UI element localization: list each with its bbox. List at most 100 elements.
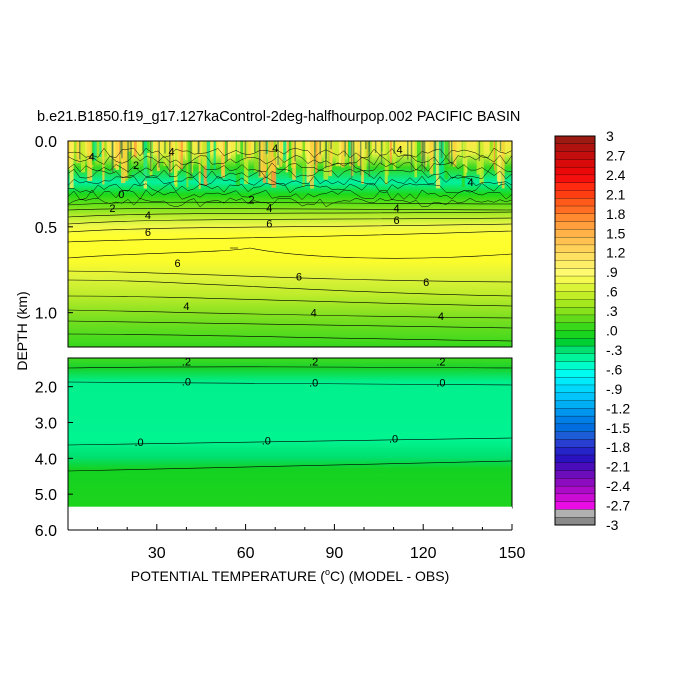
colorbar-swatch <box>554 221 596 230</box>
x-axis-label: POTENTIAL TEMPERATURE (oC) (MODEL - OBS) <box>131 567 450 584</box>
colorbar-swatch <box>554 470 596 479</box>
contour-line <box>68 208 512 211</box>
contour-line <box>68 175 512 187</box>
contour-line <box>68 366 512 369</box>
surface-texture-dark-streak <box>422 141 424 162</box>
surface-texture-streak <box>102 141 105 185</box>
surface-texture-streak <box>113 141 119 169</box>
colorbar-swatch <box>554 501 596 510</box>
surface-texture-streak <box>453 141 457 167</box>
y-tick-label: 2.0 <box>35 380 57 397</box>
colorbar-swatch <box>554 330 596 339</box>
surface-texture-streak <box>186 141 189 188</box>
surface-texture-streak <box>180 141 183 169</box>
contour-line <box>68 230 512 243</box>
surface-texture-streak <box>121 141 126 184</box>
surface-texture-dark-streak <box>365 141 367 150</box>
contour-label: 2 <box>109 203 115 215</box>
surface-texture-streak <box>341 141 345 168</box>
contour-line <box>68 201 512 206</box>
contour-line <box>68 189 512 201</box>
surface-texture-dark-streak <box>244 141 247 158</box>
surface-texture-streak <box>156 141 160 172</box>
colorbar-swatch <box>554 384 596 394</box>
surface-texture-streak <box>163 141 168 166</box>
colorbar-label: 2.4 <box>606 167 626 183</box>
surface-texture-streak <box>328 141 332 177</box>
contour-line <box>68 223 512 233</box>
colorbar-label: .3 <box>606 303 618 319</box>
surface-texture-dark-streak <box>393 141 395 154</box>
surface-texture-streak <box>244 141 249 185</box>
colorbar-swatch <box>554 307 596 316</box>
surface-texture-streak <box>174 141 178 188</box>
colorbar-swatch <box>554 135 596 145</box>
colorbar-swatch <box>554 143 596 153</box>
contour-label: 4 <box>89 151 95 163</box>
surface-texture-streak <box>118 141 121 164</box>
surface-texture-streak <box>264 141 267 172</box>
contour-line <box>68 309 512 319</box>
surface-texture-streak <box>357 141 362 166</box>
x-axis: 30 60 90 120 150 POTENTIAL TEMPERATURE (oC) … <box>68 524 525 584</box>
colorbar-swatch <box>554 260 596 269</box>
surface-texture-streak <box>345 141 349 155</box>
surface-texture-streak <box>213 141 216 171</box>
y-axis: 0.0 0.5 1.0 2.0 3.0 4.0 5.0 6.0 DEPTH (km) <box>14 134 73 540</box>
colorbar-label: -1.8 <box>606 439 630 455</box>
contour-label: 4 <box>311 308 317 320</box>
colorbar-swatch <box>554 478 596 487</box>
contour-line <box>68 168 512 180</box>
colorbar: 3 2.7 2.4 2.1 1.8 1.5 1.2 .9 .6 .3 .0 -.3 -.6 -.9 -1.2… <box>554 128 630 533</box>
surface-texture-streak <box>283 141 287 161</box>
colorbar-label: 1.8 <box>606 206 626 222</box>
colorbar-swatch <box>554 493 596 503</box>
surface-texture-streak <box>310 141 314 189</box>
surface-texture-streak <box>198 141 201 189</box>
contour-label: .2 <box>309 357 318 369</box>
x-tick-label: 120 <box>410 545 437 562</box>
x-axis-label-suffix: C) (MODEL - OBS) <box>330 568 449 584</box>
surface-texture-dark-streak <box>410 141 413 172</box>
surface-texture-streak <box>438 141 443 180</box>
surface-texture-dark-streak <box>314 141 316 165</box>
contour-line <box>68 211 512 218</box>
surface-texture-streak <box>444 141 449 180</box>
surface-texture-streak <box>143 141 148 182</box>
surface-texture-streak <box>175 141 180 171</box>
y-tick-label: 3.0 <box>35 416 57 433</box>
colorbar-swatch <box>554 213 596 223</box>
contour-label: 6 <box>266 218 272 230</box>
colorbar-swatch <box>554 244 596 254</box>
colorbar-label: 2.7 <box>606 147 626 163</box>
colorbar-swatch <box>554 431 596 440</box>
surface-texture-dark-streak <box>265 141 268 155</box>
surface-texture-streak <box>74 141 77 161</box>
surface-texture-dark-streak <box>450 141 453 167</box>
colorbar-swatch <box>554 299 596 308</box>
surface-texture-streak <box>270 141 276 172</box>
contour-line <box>68 217 512 225</box>
surface-texture-streak <box>489 141 493 152</box>
colorbar-swatch <box>554 447 596 456</box>
colorbar-swatch <box>554 517 596 526</box>
contour-label: .0 <box>389 434 398 446</box>
colorbar-swatch <box>554 400 596 409</box>
colorbar-label: .9 <box>606 264 618 280</box>
colorbar-swatch <box>554 166 596 176</box>
surface-texture-dark-streak <box>407 141 409 160</box>
contour-label: .0 <box>182 376 191 388</box>
surface-texture-dark-streak <box>359 141 362 176</box>
y-tick-label: 0.0 <box>35 134 57 151</box>
surface-texture-dark-streak <box>440 141 443 158</box>
surface-texture-dark-streak <box>226 141 228 162</box>
surface-texture-streak <box>429 141 434 175</box>
surface-texture-dark-streak <box>294 141 296 162</box>
surface-texture-dark-streak <box>277 141 279 166</box>
colorbar-swatch <box>554 345 596 355</box>
colorbar-swatch <box>554 361 596 370</box>
contour-label: 6 <box>174 258 180 270</box>
surface-texture-streak <box>224 141 227 165</box>
colorbar-label: -.3 <box>606 342 623 358</box>
